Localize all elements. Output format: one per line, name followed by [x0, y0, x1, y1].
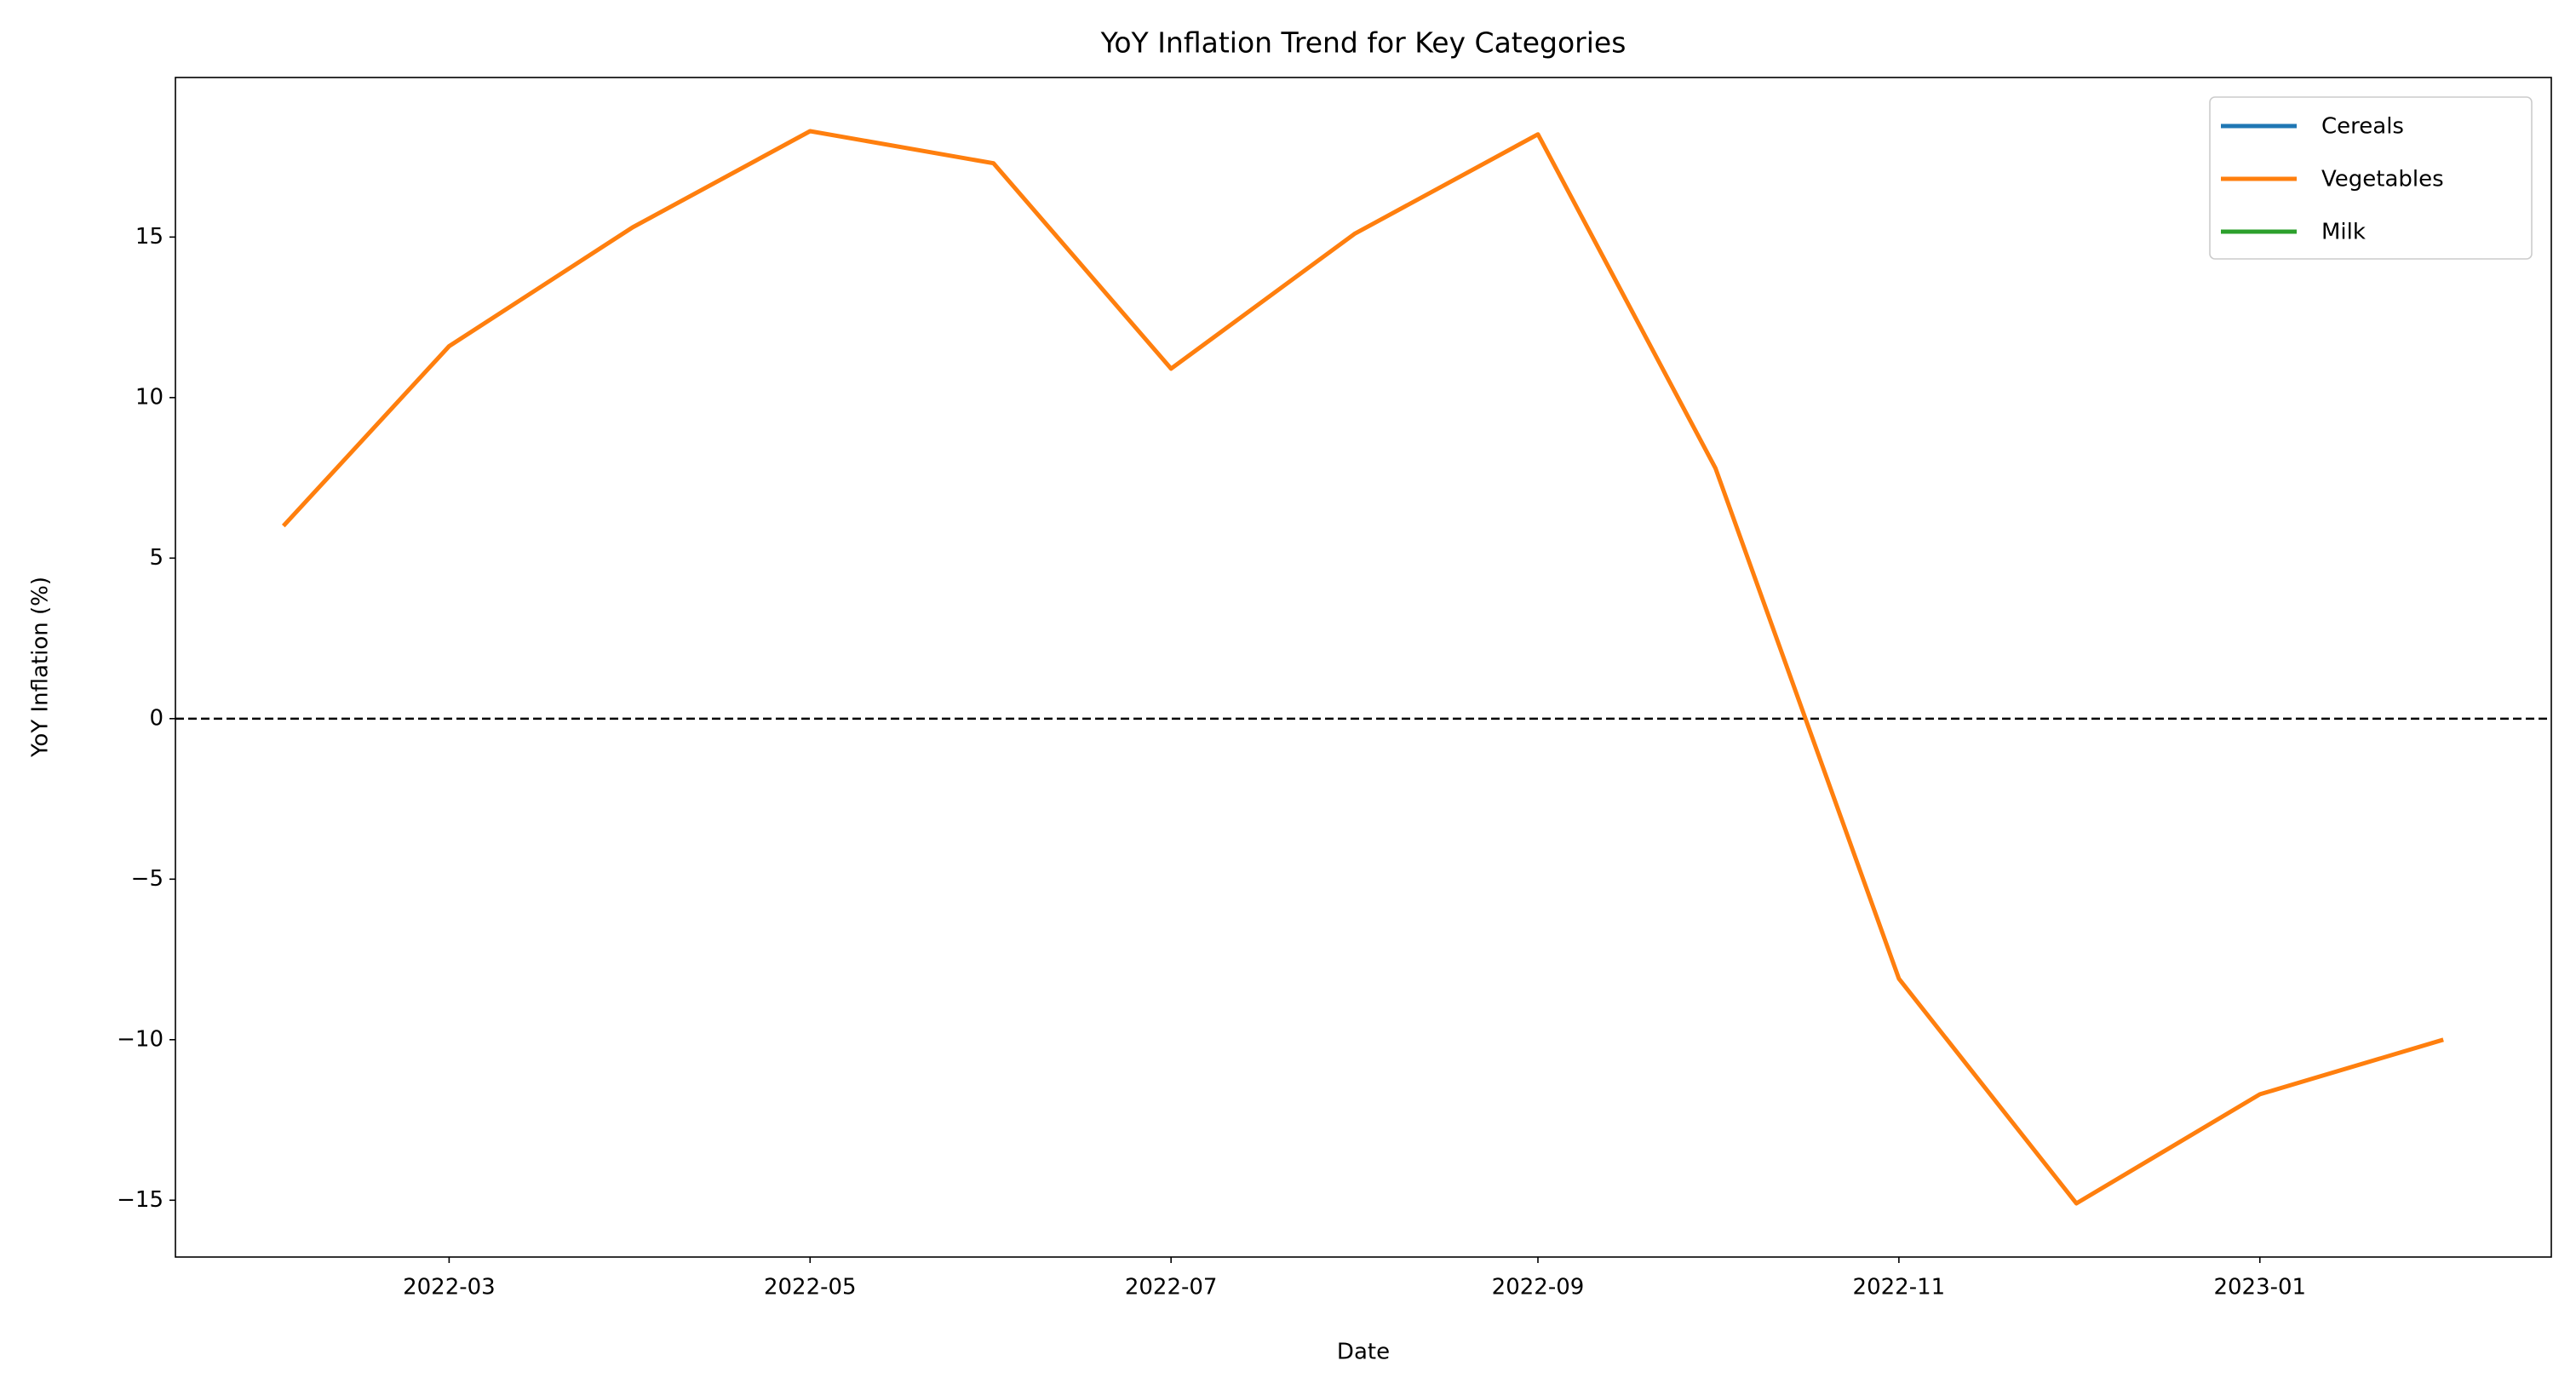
x-axis-label: Date [1337, 1340, 1390, 1365]
y-tick-label: 5 [149, 545, 164, 571]
x-tick-label: 2022-09 [1492, 1275, 1585, 1300]
y-tick-label: −10 [117, 1026, 164, 1052]
legend-label: Vegetables [2321, 167, 2444, 192]
x-tick-label: 2023-01 [2213, 1275, 2306, 1300]
y-tick-label: 0 [149, 705, 164, 731]
series-line [281, 129, 2444, 1206]
y-tick-label: −15 [117, 1187, 164, 1213]
y-tick-label: −5 [131, 866, 164, 892]
x-tick-label: 2022-03 [403, 1275, 496, 1300]
legend-box [2209, 96, 2533, 260]
y-axis-label: YoY Inflation (%) [28, 577, 54, 758]
legend-label: Cereals [2321, 114, 2404, 140]
x-tick-label: 2022-05 [764, 1275, 857, 1300]
y-tick-label: 15 [135, 224, 164, 250]
chart-title: YoY Inflation Trend for Key Categories [1100, 26, 1626, 60]
plot-frame [175, 77, 2552, 1258]
y-tick-label: 10 [135, 384, 164, 410]
x-tick-label: 2022-07 [1125, 1275, 1218, 1300]
legend-label: Milk [2321, 220, 2366, 245]
x-tick-label: 2022-11 [1853, 1275, 1946, 1300]
